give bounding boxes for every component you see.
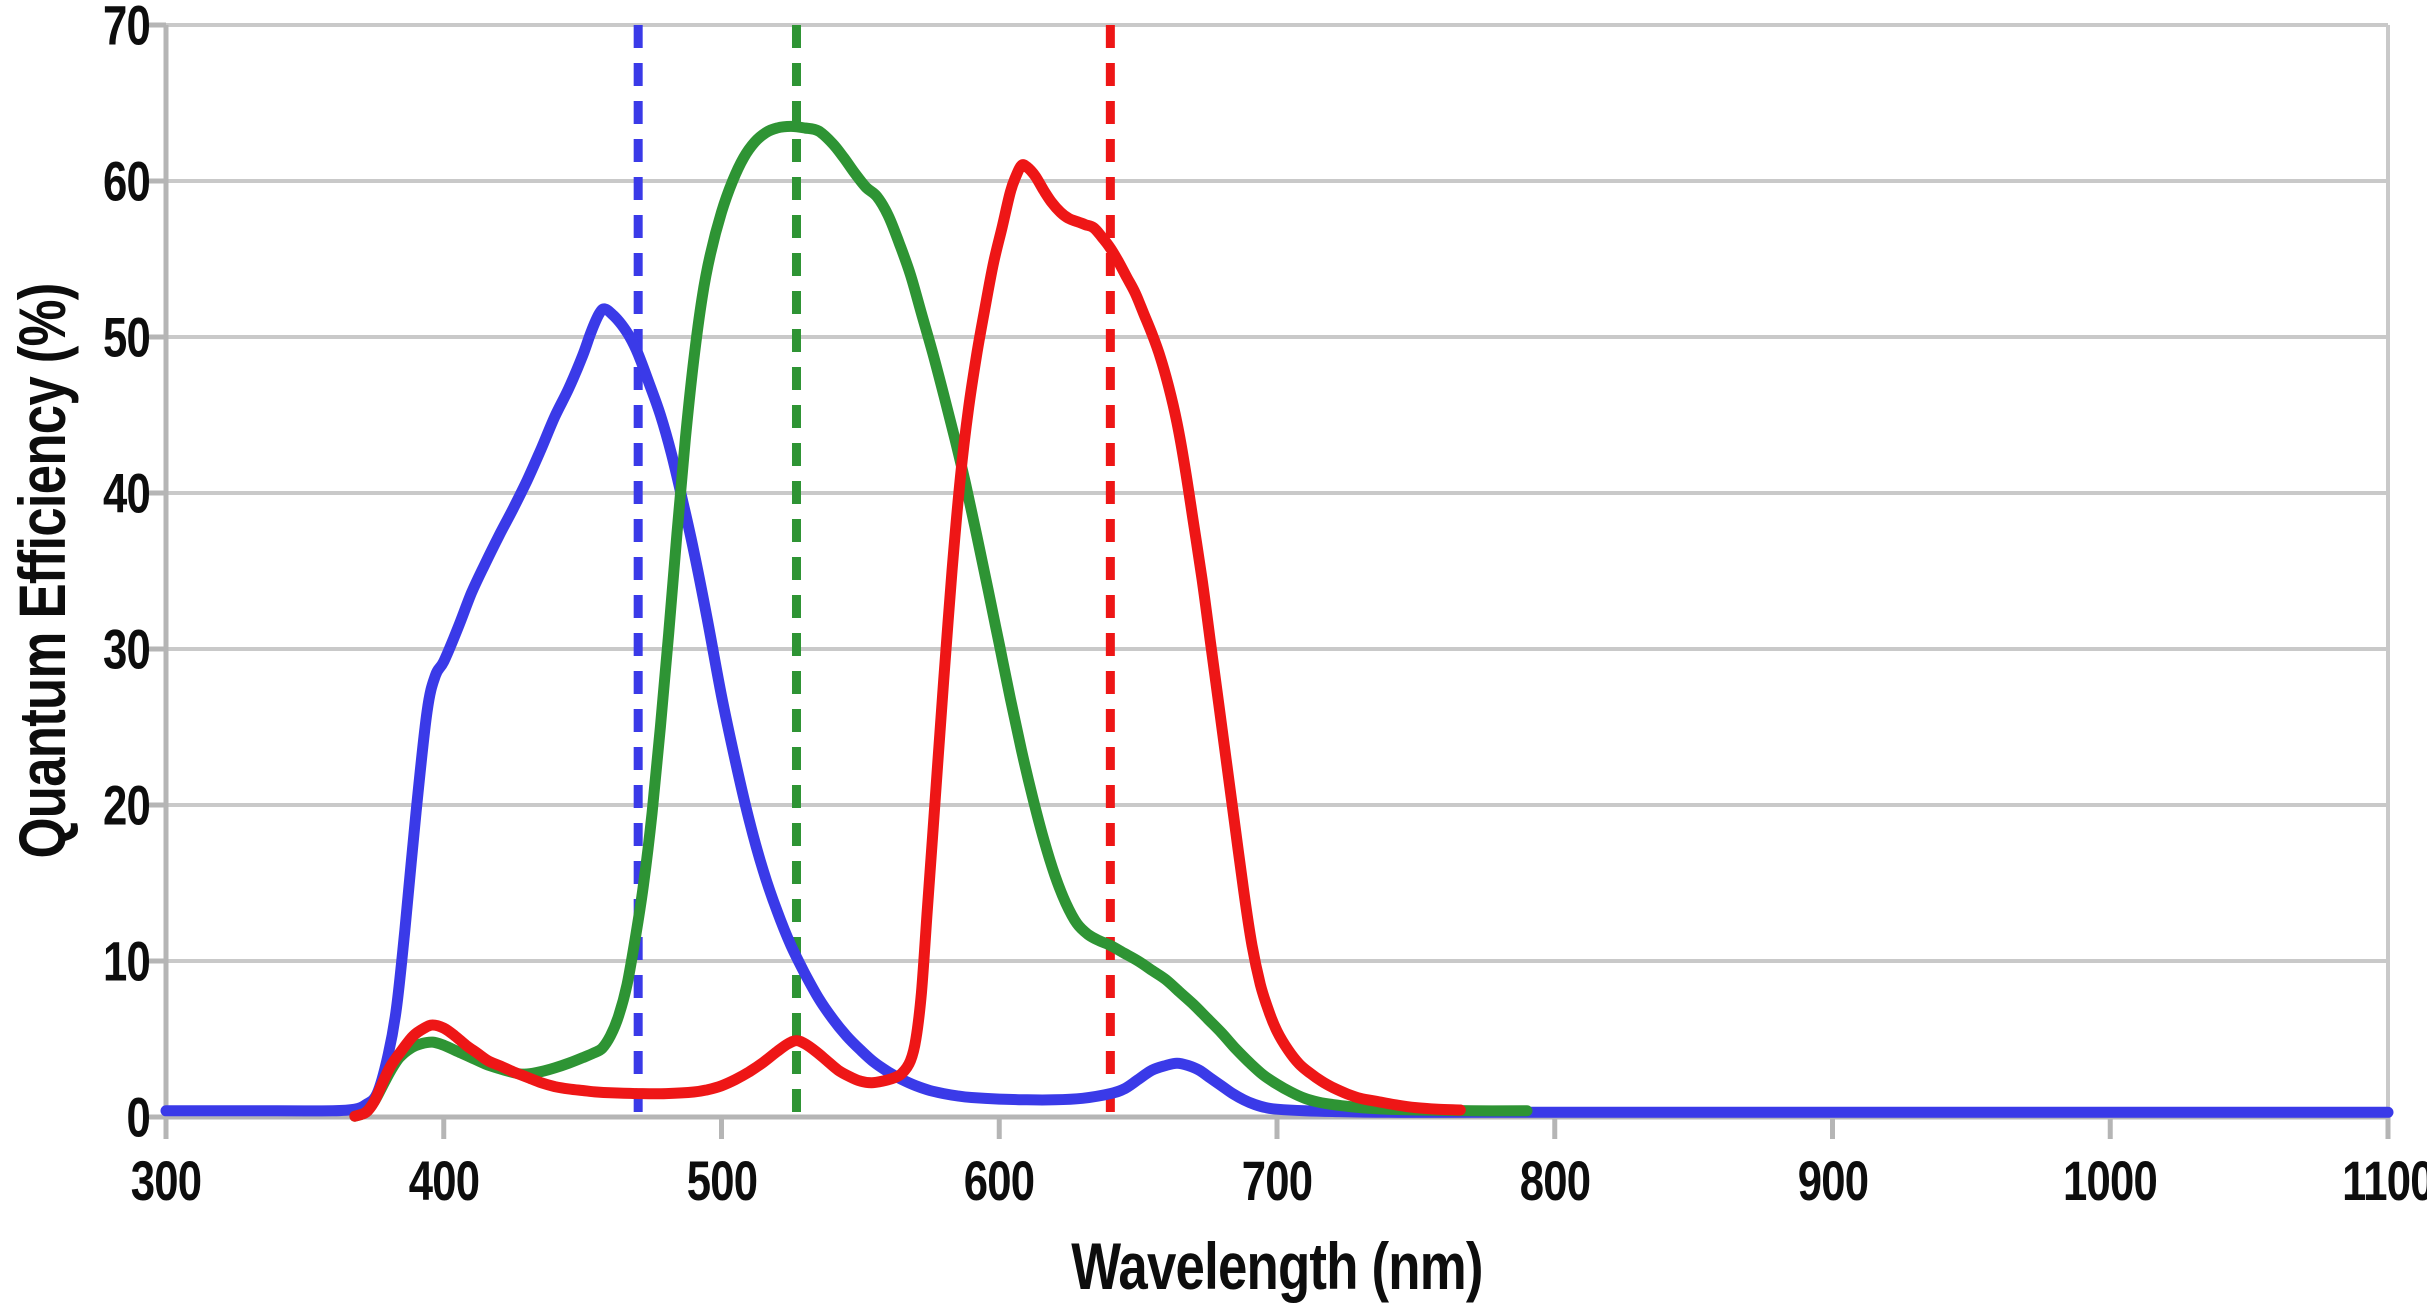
red-channel-qe — [349, 159, 1466, 1122]
y-tick-label: 10 — [102, 929, 151, 993]
x-axis-title: Wavelength (nm) — [1071, 1229, 1483, 1303]
x-tick-label: 900 — [1797, 1149, 1868, 1212]
x-tick-label: 300 — [130, 1149, 202, 1212]
y-tick-label: 70 — [102, 0, 151, 57]
x-tick-label: 800 — [1519, 1149, 1591, 1212]
x-tick-label: 1000 — [2063, 1149, 2158, 1212]
x-tick-label: 600 — [963, 1149, 1035, 1212]
blue-channel-qe — [160, 303, 2394, 1118]
y-axis-title: Quantum Efficiency (%) — [5, 283, 79, 859]
y-tick-label: 20 — [102, 773, 151, 837]
y-tick-label: 0 — [126, 1085, 150, 1149]
x-tick-label: 700 — [1241, 1149, 1313, 1212]
green-channel-qe — [349, 120, 1533, 1122]
x-tick-label: 500 — [686, 1149, 757, 1212]
x-tick-label: 1100 — [2342, 1149, 2427, 1212]
y-tick-label: 40 — [102, 461, 151, 525]
y-tick-label: 60 — [102, 149, 151, 213]
x-tick-label: 400 — [408, 1149, 480, 1212]
y-tick-label: 30 — [102, 617, 151, 681]
y-tick-label: 50 — [102, 305, 151, 369]
